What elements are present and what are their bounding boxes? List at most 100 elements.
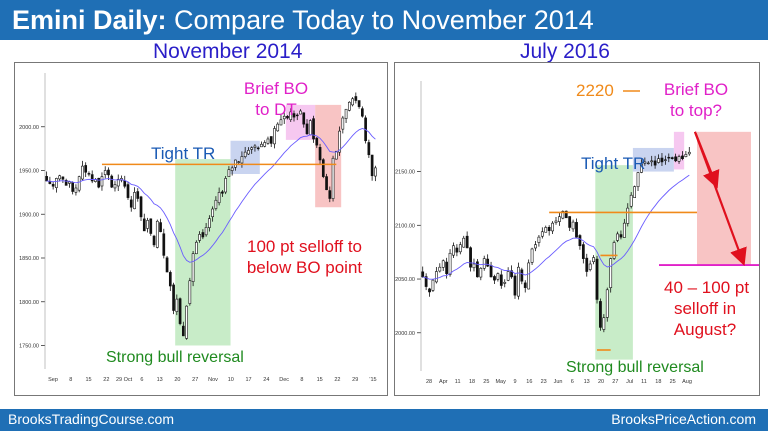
candle-body (103, 170, 107, 175)
candle-body (295, 114, 299, 117)
candle-body (653, 160, 657, 166)
candle-body (315, 137, 319, 146)
candle-body (472, 263, 476, 269)
candle-body (84, 165, 88, 173)
x-tick-label: 23 (541, 379, 547, 385)
x-tick-label: '15 (369, 377, 376, 383)
candle-body (503, 281, 507, 284)
right-2220-label: 2220 (576, 81, 614, 100)
right-chart-panel: 2000.00 2050.00 2100.00 2150.00 28 Apr 11 18 25 M… (394, 62, 760, 396)
footer-right-link[interactable]: BrooksPriceAction.com (611, 411, 756, 427)
candle-body (513, 275, 517, 296)
candle-body (496, 273, 500, 280)
candle-body (308, 120, 312, 136)
candle-body (523, 282, 527, 288)
candle-body (328, 190, 332, 199)
candle-body (646, 162, 650, 165)
x-tick-label: 25 (670, 379, 676, 385)
candle-body (469, 247, 472, 268)
candle-body (438, 266, 442, 272)
candle-body (681, 155, 684, 159)
x-tick-label: 17 (245, 377, 251, 383)
candle-body (465, 235, 469, 249)
candle-body (279, 119, 283, 126)
x-tick-label: 6 (140, 377, 143, 383)
x-tick-label: 15 (85, 377, 91, 383)
candle-body (370, 154, 374, 177)
x-tick-label: 27 (192, 377, 198, 383)
x-tick-label: Apr (439, 379, 448, 385)
candle-body (424, 276, 428, 287)
candle-body (227, 169, 231, 177)
x-tick-label: 24 (263, 377, 269, 383)
y-tick-label: 2150.00 (395, 170, 415, 176)
candle-body (97, 177, 101, 188)
x-tick-label: 16 (526, 379, 532, 385)
x-tick-label: Sep (48, 377, 58, 383)
candle-body (302, 112, 306, 125)
candle-body (571, 221, 575, 230)
x-tick-label: Dec (279, 377, 289, 383)
candle-body (116, 178, 120, 187)
candle-body (486, 258, 490, 267)
candle-body (325, 176, 328, 191)
candle-body (188, 280, 192, 304)
candle-body (146, 220, 149, 229)
moving-average-line (422, 174, 690, 280)
candle-body (136, 191, 140, 199)
candle-body (530, 248, 534, 263)
x-tick-label: 29 (352, 377, 358, 383)
x-tick-label: 18 (469, 379, 475, 385)
footer-bar: BrooksTradingCourse.com BrooksPriceActio… (0, 409, 768, 431)
right-selloff-label: 40 – 100 pt selloff in August? (664, 278, 750, 339)
candle-body (178, 298, 182, 324)
candle-body (253, 145, 257, 148)
candle-body (684, 154, 688, 157)
candle-body (510, 270, 513, 278)
candle-body (344, 108, 348, 119)
candle-body (321, 159, 325, 177)
candle-body (547, 227, 551, 231)
candle-body (61, 176, 65, 180)
candle-body (434, 271, 438, 283)
candle-body (499, 274, 503, 286)
candle-body (595, 258, 599, 300)
selloff-arrow-long (693, 131, 747, 266)
candle-body (90, 174, 94, 182)
left-chart-panel: 1750.00 1800.00 1850.00 1900.00 1950.00 2000.… (14, 62, 388, 396)
candle-body (663, 159, 667, 161)
right-tight-tr-label: Tight TR (581, 154, 646, 173)
candle-body (269, 136, 273, 144)
candle-body (622, 222, 626, 238)
candle-body (619, 234, 623, 238)
candle-body (191, 253, 195, 282)
y-tick-label: 1950.00 (19, 169, 39, 175)
candle-body (142, 218, 146, 232)
candle-body (133, 192, 136, 210)
x-tick-label: 18 (655, 379, 661, 385)
y-tick-label: 2100.00 (395, 223, 415, 229)
candle-body (237, 161, 241, 163)
candle-body (462, 237, 466, 248)
candle-body (575, 222, 578, 238)
candle-body (441, 260, 445, 268)
candle-body (208, 218, 211, 228)
candle-body (113, 184, 117, 189)
candle-body (674, 156, 678, 162)
candle-body (299, 110, 302, 115)
x-tick-label: 11 (455, 379, 461, 385)
candle-body (551, 222, 554, 232)
candle-body (667, 156, 671, 159)
candle-body (256, 147, 260, 150)
candle-body (159, 222, 162, 233)
candle-body (351, 98, 354, 106)
candle-body (100, 176, 104, 187)
candle-body (554, 220, 558, 223)
candle-body (568, 216, 572, 228)
candle-body (544, 227, 548, 233)
candle-body (517, 266, 520, 297)
candle-body (87, 173, 91, 175)
projected-selloff-zone (697, 131, 751, 266)
footer-left-link[interactable]: BrooksTradingCourse.com (8, 411, 174, 427)
candle-body (458, 244, 462, 253)
